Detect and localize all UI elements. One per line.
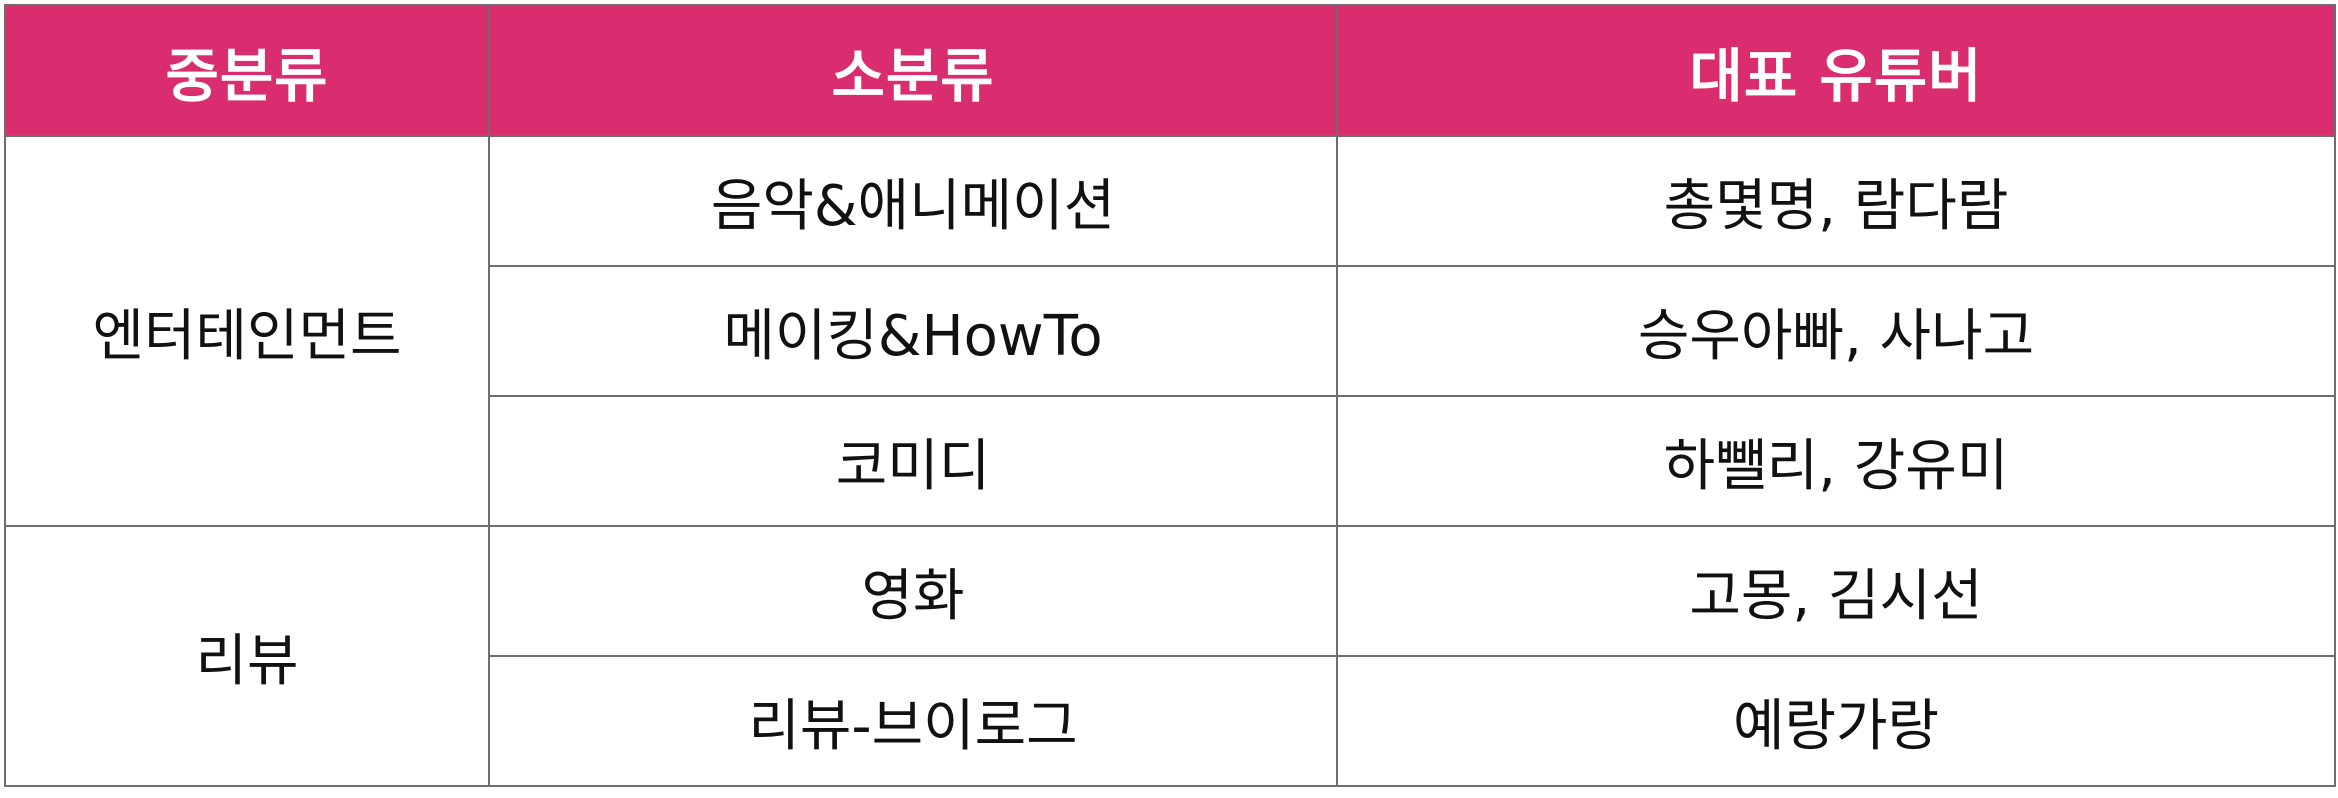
table-body: 엔터테인먼트 음악&애니메이션 총몇명, 람다람 메이킹&HowTo 승우아빠,…: [4, 135, 2336, 787]
table-row: 코미디 하뺄리, 강유미: [5, 395, 2336, 527]
youtuber-cell: 하뺄리, 강유미: [1336, 395, 2336, 527]
youtuber-category-table: 중분류 소분류 대표 유튜버 엔터테인먼트 음악&애니메이션 총몇명, 람다람 …: [4, 4, 2336, 787]
category-cell: 리뷰: [4, 525, 490, 787]
youtuber-cell: 예랑가랑: [1336, 655, 2336, 787]
header-row: 중분류 소분류 대표 유튜버: [4, 4, 2336, 137]
category-cell: 엔터테인먼트: [4, 135, 490, 527]
youtuber-cell: 고몽, 김시선: [1336, 525, 2336, 657]
subcategory-cell: 코미디: [488, 395, 1338, 527]
table-row: 엔터테인먼트 음악&애니메이션 총몇명, 람다람: [4, 135, 2336, 527]
subcategory-cell: 영화: [488, 525, 1338, 657]
subcategory-cell: 음악&애니메이션: [488, 135, 1338, 267]
table-header: 중분류 소분류 대표 유튜버: [4, 4, 2336, 137]
youtuber-cell: 승우아빠, 사나고: [1336, 265, 2336, 397]
header-representative-youtuber: 대표 유튜버: [1336, 4, 2336, 137]
table-row: 리뷰-브이로그 예랑가랑: [5, 655, 2336, 787]
table-row: 메이킹&HowTo 승우아빠, 사나고: [5, 265, 2336, 397]
subcategory-cell: 리뷰-브이로그: [488, 655, 1338, 787]
table-container: 중분류 소분류 대표 유튜버 엔터테인먼트 음악&애니메이션 총몇명, 람다람 …: [4, 4, 2336, 787]
subcategory-cell: 메이킹&HowTo: [488, 265, 1338, 397]
header-sub-category: 소분류: [488, 4, 1338, 137]
youtuber-cell: 총몇명, 람다람: [1336, 135, 2336, 267]
table-row: 리뷰 영화 고몽, 김시선: [4, 525, 2336, 787]
header-mid-category: 중분류: [4, 4, 490, 137]
